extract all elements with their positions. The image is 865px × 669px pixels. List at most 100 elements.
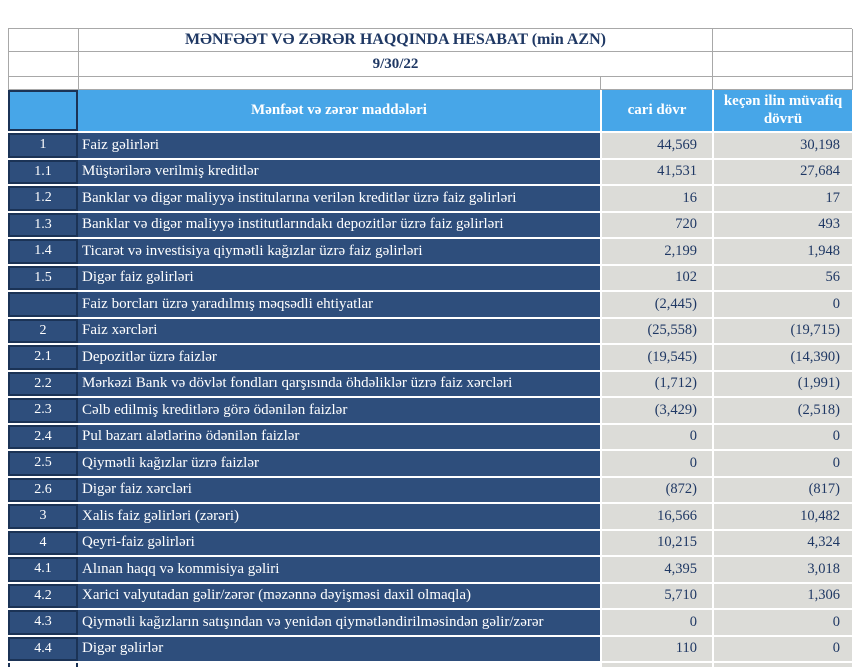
row-previous-value: 493 (712, 212, 852, 237)
row-previous-value: 0 (712, 451, 852, 476)
spacer-cell (79, 77, 601, 90)
row-previous-value: 1,948 (712, 239, 852, 264)
cutoff-number-cell (8, 663, 78, 667)
row-number-cell: 1.2 (8, 186, 78, 211)
cutoff-row-sliver (8, 663, 852, 667)
row-label-cell: Faiz xərcləri (78, 318, 600, 343)
row-previous-value: (817) (712, 477, 852, 502)
row-number-cell: 2.4 (8, 424, 78, 449)
date-row-right-cell (713, 52, 853, 77)
row-previous-value: 27,684 (712, 159, 852, 184)
table-body: 1 Faiz gəlirləri 44,569 30,198 1.1 Müştərilər… (8, 133, 852, 661)
table-top-section: MƏNFƏƏT VƏ ZƏRƏR HAQQINDA HESABAT (min A… (8, 28, 853, 90)
row-label-cell: Digər faiz xərcləri (78, 477, 600, 502)
row-previous-value: (14,390) (712, 345, 852, 370)
row-label-cell: Qiymətli kağızlar üzrə faizlər (78, 451, 600, 476)
row-number-cell: 1.1 (8, 159, 78, 184)
profit-loss-table: MƏNFƏƏT VƏ ZƏRƏR HAQQINDA HESABAT (min A… (8, 28, 853, 667)
row-current-value: 44,569 (600, 133, 712, 158)
row-number-cell: 4.1 (8, 557, 78, 582)
row-label-cell: Mərkəzi Bank və dövlət fondları qarşısın… (78, 371, 600, 396)
row-number-cell: 2.3 (8, 398, 78, 423)
row-previous-value: 3,018 (712, 557, 852, 582)
row-current-value: 110 (600, 636, 712, 661)
row-current-value: (3,429) (600, 398, 712, 423)
row-label-cell: Pul bazarı alətlərinə ödənilən faizlər (78, 424, 600, 449)
row-previous-value: 10,482 (712, 504, 852, 529)
row-number-cell: 1 (8, 133, 78, 158)
header-corner-cell (8, 90, 78, 131)
row-previous-value: (2,518) (712, 398, 852, 423)
row-label-cell: Müştərilərə verilmiş kreditlər (78, 159, 600, 184)
row-current-value: 0 (600, 451, 712, 476)
row-previous-value: 0 (712, 424, 852, 449)
row-label-cell: Qeyri-faiz gəlirləri (78, 530, 600, 555)
row-number-cell: 1.3 (8, 212, 78, 237)
title-row-left-cell (9, 29, 79, 52)
title-row-right-cell (713, 29, 853, 52)
row-number-cell: 2.6 (8, 477, 78, 502)
row-current-value: 4,395 (600, 557, 712, 582)
row-number-cell: 2.2 (8, 371, 78, 396)
report-date: 9/30/22 (79, 52, 713, 77)
row-number-cell: 2 (8, 318, 78, 343)
row-label-cell: Banklar və digər maliyyə institularına v… (78, 186, 600, 211)
row-number-cell: 2.1 (8, 345, 78, 370)
row-label-cell: Digər faiz gəlirləri (78, 265, 600, 290)
table-header-row: Mənfəət və zərər maddələri cari dövr keç… (8, 90, 852, 131)
row-label-cell: Banklar və digər maliyyə institutlarında… (78, 212, 600, 237)
row-number-cell: 4.2 (8, 583, 78, 608)
row-number-cell: 2.5 (8, 451, 78, 476)
row-label-cell: Xarici valyutadan gəlir/zərər (məzənnə d… (78, 583, 600, 608)
row-current-value: 41,531 (600, 159, 712, 184)
row-label-cell: Faiz borcları üzrə yaradılmış məqsədli e… (78, 292, 600, 317)
row-number-cell: 3 (8, 504, 78, 529)
header-items-column: Mənfəət və zərər maddələri (78, 90, 600, 131)
row-label-cell: Qiymətli kağızların satışından və yenidə… (78, 610, 600, 635)
header-current-period-column: cari dövr (600, 90, 712, 131)
row-current-value: 0 (600, 610, 712, 635)
row-number-cell: 1.5 (8, 265, 78, 290)
row-number-cell: 1.4 (8, 239, 78, 264)
spacer-cell (601, 77, 713, 90)
row-number-cell: 4.3 (8, 610, 78, 635)
spacer-cell (713, 77, 853, 90)
row-label-cell: Alınan haqq və kommisiya gəliri (78, 557, 600, 582)
row-label-cell: Digər gəlirlər (78, 636, 600, 661)
row-previous-value: 4,324 (712, 530, 852, 555)
row-current-value: (2,445) (600, 292, 712, 317)
row-previous-value: (1,991) (712, 371, 852, 396)
row-current-value: (872) (600, 477, 712, 502)
spacer-cell (9, 77, 79, 90)
row-current-value: (19,545) (600, 345, 712, 370)
row-label-cell: Cəlb edilmiş kreditlərə görə ödənilən fa… (78, 398, 600, 423)
row-current-value: 0 (600, 424, 712, 449)
row-number-cell: 4 (8, 530, 78, 555)
row-current-value: 2,199 (600, 239, 712, 264)
date-row-left-cell (9, 52, 79, 77)
report-title: MƏNFƏƏT VƏ ZƏRƏR HAQQINDA HESABAT (min A… (79, 29, 713, 52)
row-previous-value: (19,715) (712, 318, 852, 343)
row-previous-value: 30,198 (712, 133, 852, 158)
cutoff-label-cell (78, 663, 600, 667)
row-current-value: 16 (600, 186, 712, 211)
row-current-value: 5,710 (600, 583, 712, 608)
row-previous-value: 56 (712, 265, 852, 290)
row-label-cell: Xalis faiz gəlirləri (zərəri) (78, 504, 600, 529)
row-current-value: 720 (600, 212, 712, 237)
row-previous-value: 1,306 (712, 583, 852, 608)
row-current-value: 10,215 (600, 530, 712, 555)
row-previous-value: 17 (712, 186, 852, 211)
row-previous-value: 0 (712, 292, 852, 317)
row-current-value: 102 (600, 265, 712, 290)
cutoff-value-cell (712, 663, 852, 667)
row-current-value: (25,558) (600, 318, 712, 343)
cutoff-value-cell (600, 663, 712, 667)
row-previous-value: 0 (712, 636, 852, 661)
row-label-cell: Depozitlər üzrə faizlər (78, 345, 600, 370)
row-previous-value: 0 (712, 610, 852, 635)
header-previous-period-column: keçən ilin müvafiq dövrü (712, 90, 852, 131)
row-number-cell: 4.4 (8, 636, 78, 661)
row-number-cell (8, 292, 78, 317)
